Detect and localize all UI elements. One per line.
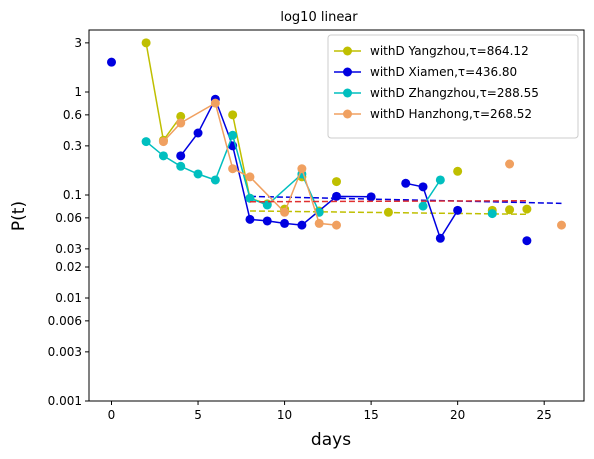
chart-title: log10 linear <box>280 10 358 25</box>
data-point <box>228 110 238 120</box>
x-tick-label: 5 <box>194 408 202 422</box>
x-axis-label: days <box>311 430 351 450</box>
data-point <box>176 118 186 128</box>
data-point <box>522 236 532 246</box>
data-point <box>505 159 515 169</box>
data-point <box>176 111 186 121</box>
data-point <box>280 207 290 217</box>
data-point <box>435 233 445 243</box>
data-point <box>366 192 376 202</box>
data-point <box>401 178 411 188</box>
data-point <box>453 166 463 176</box>
y-tick-label: 3 <box>74 36 82 50</box>
data-point <box>210 98 220 108</box>
data-point <box>176 151 186 161</box>
data-point <box>141 137 151 147</box>
data-point <box>176 161 186 171</box>
data-point <box>487 209 497 219</box>
legend-label: withD Xiamen,τ=436.80 <box>370 65 517 79</box>
legend: withD Yangzhou,τ=864.12 withD Xiamen,τ=43… <box>327 34 579 139</box>
data-point <box>297 164 307 174</box>
x-tick-label: 0 <box>108 408 116 422</box>
legend-entry: withD Yangzhou,τ=864.12 <box>334 44 529 58</box>
data-point <box>453 205 463 215</box>
plot-frame <box>88 29 585 402</box>
data-point <box>262 216 272 226</box>
plot-area <box>107 38 566 246</box>
legend-label: withD Hanzhong,τ=268.52 <box>370 107 532 121</box>
data-point <box>505 205 515 215</box>
y-tick-label: 0.003 <box>48 345 82 359</box>
data-point <box>314 218 324 228</box>
x-tick-label: 10 <box>277 408 292 422</box>
data-point <box>141 38 151 48</box>
data-point <box>383 207 393 217</box>
data-point <box>557 220 566 230</box>
data-point <box>245 214 255 224</box>
data-point <box>228 164 238 174</box>
data-point <box>228 130 238 140</box>
y-tick-label: 0.06 <box>55 211 82 225</box>
data-point <box>245 193 255 203</box>
data-point <box>193 128 203 138</box>
legend-marker <box>343 46 352 56</box>
legend-marker <box>343 88 352 98</box>
x-tick-label: 20 <box>450 408 465 422</box>
x-axis: 0 5 10 15 20 25 <box>108 401 552 422</box>
legend-marker <box>343 109 352 119</box>
data-point <box>332 191 341 201</box>
data-point <box>210 175 220 185</box>
y-tick-label: 0.03 <box>55 242 82 256</box>
data-point <box>262 200 272 210</box>
data-point <box>332 177 341 187</box>
legend-entry: withD Xiamen,τ=436.80 <box>334 65 517 79</box>
x-tick-label: 15 <box>363 408 378 422</box>
data-point <box>158 151 168 161</box>
series-line <box>145 132 320 213</box>
legend-box <box>327 34 579 139</box>
y-axis-label: P(t) <box>9 201 29 231</box>
fit-line <box>249 199 527 203</box>
y-tick-label: 0.02 <box>55 260 82 274</box>
data-point <box>297 220 307 230</box>
y-axis: 0.001 0.003 0.006 0.01 0.02 0.03 0.06 0.1 0.3 0.6… <box>48 36 89 408</box>
y-tick-label: 0.01 <box>55 291 82 305</box>
y-tick-label: 1 <box>74 85 82 99</box>
y-tick-label: 0.3 <box>63 139 82 153</box>
data-point <box>107 57 116 67</box>
legend-entry: withD Zhangzhou,τ=288.55 <box>334 86 539 100</box>
data-point <box>280 218 290 228</box>
legend-label: withD Yangzhou,τ=864.12 <box>370 44 529 58</box>
y-tick-label: 0.1 <box>63 188 82 202</box>
data-point <box>245 172 255 182</box>
data-point <box>435 175 445 185</box>
x-tick-label: 25 <box>537 408 552 422</box>
data-point <box>332 220 341 230</box>
data-point <box>418 201 428 211</box>
fit-line <box>249 195 562 205</box>
data-point <box>193 169 203 179</box>
y-tick-label: 0.006 <box>48 314 82 328</box>
legend-entry: withD Hanzhong,τ=268.52 <box>334 107 532 121</box>
series-line <box>405 182 459 241</box>
series-3 <box>158 98 566 230</box>
data-point <box>522 204 532 214</box>
legend-marker <box>343 67 352 77</box>
legend-label: withD Zhangzhou,τ=288.55 <box>370 86 539 100</box>
data-point <box>418 182 428 192</box>
data-point <box>158 137 168 147</box>
y-tick-label: 0.001 <box>48 394 82 408</box>
y-tick-label: 0.6 <box>63 108 82 122</box>
